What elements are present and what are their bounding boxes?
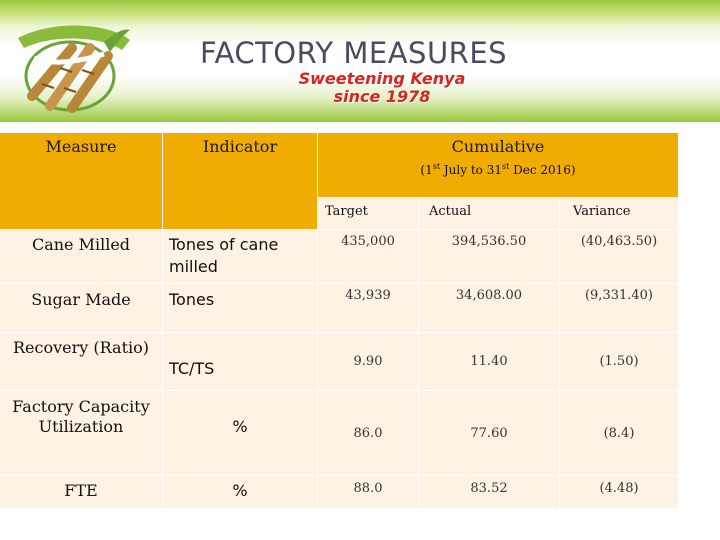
measure-header: Measure <box>45 137 117 156</box>
table-row-indicator: Tones <box>163 284 317 332</box>
table-cell-actual: 11.40 <box>419 333 559 390</box>
indicator-header-cell: Indicator <box>163 133 317 229</box>
table-cell-target: 86.0 <box>318 391 418 475</box>
table-row-measure: FTE <box>0 476 162 508</box>
table-cell-actual: 83.52 <box>419 476 559 508</box>
table-row-indicator: % <box>163 476 317 508</box>
table-cell-variance: (1.50) <box>560 333 678 390</box>
target-header-cell: Target <box>318 198 418 229</box>
table-row-indicator: % <box>163 391 317 475</box>
table-cell-variance: (8.4) <box>560 391 678 475</box>
table-cell-actual: 77.60 <box>419 391 559 475</box>
cumulative-header: Cumulative <box>451 137 545 156</box>
table-row-measure: Recovery (Ratio) <box>0 333 162 390</box>
slogan-line-1: Sweetening Kenya <box>298 69 466 88</box>
table-cell-actual: 34,608.00 <box>419 284 559 332</box>
table-cell-variance: (9,331.40) <box>560 284 678 332</box>
period-label: (1st July to 31st Dec 2016) <box>420 162 576 177</box>
actual-header-cell: Actual <box>419 198 559 229</box>
table-cell-target: 435,000 <box>318 230 418 283</box>
target-header: Target <box>325 204 368 219</box>
table-cell-variance: (40,463.50) <box>560 230 678 283</box>
table-cell-variance: (4.48) <box>560 476 678 508</box>
variance-header: Variance <box>573 204 631 219</box>
variance-header-cell: Variance <box>560 198 678 229</box>
slogan-line-2: since 1978 <box>333 87 431 106</box>
page-title: FACTORY MEASURES <box>200 36 508 70</box>
table-row-measure: Factory Capacity Utilization <box>0 391 162 475</box>
measure-header-cell: Measure <box>0 133 162 229</box>
table-row-measure: Cane Milled <box>0 230 162 283</box>
cumulative-header-cell: Cumulative (1st July to 31st Dec 2016) <box>318 133 678 197</box>
indicator-header: Indicator <box>202 137 278 156</box>
sugarcane-logo-icon <box>18 25 130 113</box>
company-slogan: Sweetening Kenya since 1978 <box>262 70 502 106</box>
table-row-measure: Sugar Made <box>0 284 162 332</box>
table-cell-target: 88.0 <box>318 476 418 508</box>
table-cell-target: 43,939 <box>318 284 418 332</box>
table-row-indicator: TC/TS <box>163 333 317 390</box>
table-cell-actual: 394,536.50 <box>419 230 559 283</box>
header-banner: FACTORY MEASURES Sweetening Kenya since … <box>0 0 720 122</box>
actual-header: Actual <box>429 204 472 219</box>
table-row-indicator: Tones of cane milled <box>163 230 317 283</box>
table-cell-target: 9.90 <box>318 333 418 390</box>
